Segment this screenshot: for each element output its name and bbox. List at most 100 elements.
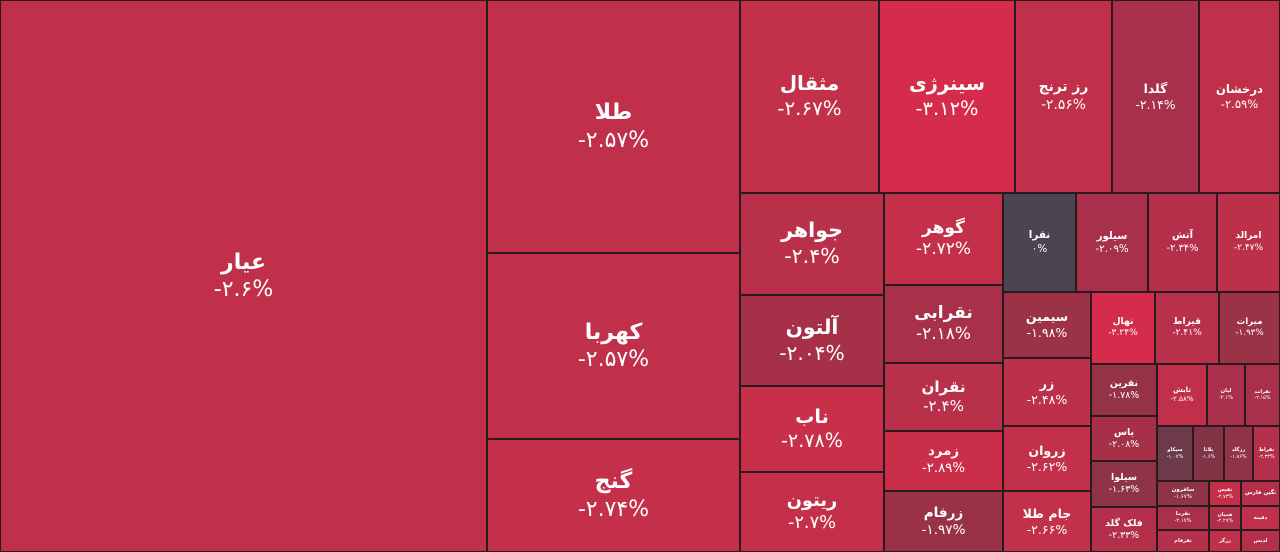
tile-name: عیار (221, 249, 266, 275)
tile-change: -۳.۱۲% (915, 96, 979, 120)
tile[interactable]: گوهر -۲.۷۲% (884, 193, 1003, 285)
tile[interactable]: طلا -۲.۵۷% (487, 0, 740, 253)
tile[interactable]: لدیس (1241, 530, 1280, 552)
tile-name: لیان (1220, 388, 1232, 395)
tile[interactable]: سینرژی -۳.۱۲% (879, 0, 1015, 193)
tile-name: نقرا (1028, 229, 1051, 242)
tile-change: -۲.۷۳% (1216, 493, 1234, 500)
tile-name: گوهر (922, 217, 965, 238)
tile-name: مثقال (779, 71, 840, 95)
tile[interactable]: آتش -۲.۳۴% (1148, 193, 1217, 292)
tile[interactable]: نقران -۲.۴% (884, 363, 1003, 431)
tile[interactable]: گنج -۲.۷۴% (487, 439, 740, 552)
tile-change: -۲.۳۳% (1108, 529, 1140, 541)
tile-name: زر (1039, 376, 1055, 392)
tile[interactable]: فلک گلد -۲.۳۳% (1091, 507, 1157, 552)
tile[interactable]: زرگر (1209, 530, 1241, 552)
tile-name: نقران (921, 378, 966, 397)
tile[interactable]: آلتون -۲.۰۴% (740, 295, 884, 386)
tile[interactable]: نقرابی -۲.۱۸% (884, 285, 1003, 363)
tile[interactable]: زرفام -۱.۹۷% (884, 491, 1003, 552)
tile-change: -۲.۰۴% (779, 340, 845, 365)
tile-change: -۲.۵۷% (577, 127, 650, 153)
tile-change: -۲.۱۸% (915, 324, 972, 344)
tile-name: قیراط (1173, 316, 1201, 327)
tile[interactable]: جواهر -۲.۴% (740, 193, 884, 295)
tile[interactable]: نقرین -۱.۷۸% (1091, 364, 1157, 416)
tile[interactable]: امرالد -۲.۴۷% (1217, 193, 1280, 292)
tile-name: سیلور (1096, 229, 1128, 242)
tile-change: -۲.۰۸% (1108, 438, 1140, 450)
tile[interactable]: نهال -۳.۲۴% (1091, 292, 1155, 364)
tile[interactable]: پلاتا -۱.۶% (1193, 426, 1224, 481)
tile-name: دفینه (1253, 514, 1268, 521)
tile-change: -۲.۶۷% (777, 96, 842, 120)
tile[interactable]: عیار -۲.۶% (0, 0, 487, 552)
tile-change: -۲.۷۸% (781, 429, 843, 452)
tile[interactable]: دفینه (1241, 506, 1280, 530)
tile-change: -۲.۴% (784, 244, 840, 268)
tile[interactable]: زر -۲.۴۸% (1003, 358, 1091, 426)
tile[interactable]: تابش -۲.۵۸% (1157, 364, 1207, 426)
tile-change: -۱.۹۷% (921, 521, 966, 538)
tile-name: سافرون (1171, 486, 1195, 493)
tile[interactable]: سافرون -۱.۶۷% (1157, 481, 1209, 506)
tile[interactable]: میرات -۱.۹۳% (1219, 292, 1280, 364)
tile-name: رز ترنج (1038, 79, 1089, 96)
tile-name: تابش (1172, 385, 1192, 395)
tile[interactable]: رزگلد -۱.۸۶% (1224, 426, 1253, 481)
tile-name: ریتون (786, 490, 838, 511)
tile[interactable]: درخشان -۲.۵۹% (1199, 0, 1280, 193)
tile[interactable]: نفیس -۲.۷۳% (1209, 481, 1241, 506)
tile-name: آتش (1172, 230, 1193, 242)
tile[interactable]: نقرما -۲.۱۷% (1157, 506, 1209, 530)
tile-change: -۲.۴۱% (1172, 328, 1202, 338)
tile[interactable]: زروان -۲.۶۲% (1003, 426, 1091, 491)
tile[interactable]: ریتون -۲.۷% (740, 472, 884, 552)
tile-change: -۱.۶% (1201, 453, 1216, 460)
tile-name: نقرامد (1254, 388, 1271, 395)
tile-change: -۲.۳۴% (1166, 242, 1199, 254)
tile[interactable]: لیان -۲.۱% (1207, 364, 1245, 426)
tile-name: سینرژی (909, 72, 985, 96)
tile-name: یاس (1113, 426, 1135, 438)
tile[interactable]: ناب -۲.۷۸% (740, 386, 884, 472)
tile[interactable]: رز ترنج -۲.۵۶% (1015, 0, 1112, 193)
tile-name: گنج (594, 469, 633, 494)
tile[interactable]: نقراط -۲.۳۳% (1253, 426, 1280, 481)
tile-change: -۳.۲۴% (1108, 328, 1138, 338)
tile-change: -۲.۶۲% (1026, 458, 1068, 474)
tile[interactable]: گلدا -۲.۱۴% (1112, 0, 1199, 193)
tile-name: امرالد (1235, 231, 1262, 242)
tile-name: گلدا (1143, 80, 1168, 96)
tile-name: ناب (795, 405, 829, 429)
tile[interactable]: نقرا ۰% (1003, 193, 1076, 292)
tile-change: -۲.۱۵% (1254, 395, 1271, 401)
tile-name: زروان (1028, 442, 1066, 458)
tile-change: -۲.۵۷% (577, 347, 650, 372)
tile[interactable]: همیان -۲.۲۹% (1209, 506, 1241, 530)
tile[interactable]: سیکاو -۱.۰۷% (1157, 426, 1193, 481)
tile-change: -۲.۴۷% (1233, 242, 1264, 253)
tile[interactable]: نگین فارس (1241, 481, 1280, 506)
tile[interactable]: سیلوا -۱.۶۳% (1091, 461, 1157, 507)
tile-name: نهال (1112, 316, 1134, 327)
tile[interactable]: مثقال -۲.۶۷% (740, 0, 879, 193)
tile[interactable]: قیراط -۲.۴۱% (1155, 292, 1219, 364)
tile[interactable]: یاس -۲.۰۸% (1091, 416, 1157, 461)
tile-change: -۲.۸۹% (921, 461, 966, 476)
tile-name: زرگر (1219, 537, 1231, 544)
tile-name: فلک گلد (1105, 517, 1143, 529)
tile-change: ۰% (1031, 242, 1048, 255)
tile[interactable]: جام طلا -۲.۶۶% (1003, 491, 1091, 552)
tile-change: -۲.۰۹% (1095, 242, 1129, 255)
tile[interactable]: زمرد -۲.۸۹% (884, 431, 1003, 491)
tile[interactable]: سیلور -۲.۰۹% (1076, 193, 1148, 292)
tile[interactable]: سیمین -۱.۹۸% (1003, 292, 1091, 358)
tile-name: نفیس (1217, 487, 1233, 494)
tile-name: نقرابی (914, 302, 973, 323)
tile[interactable]: نقرامد -۲.۱۵% (1245, 364, 1280, 426)
tile[interactable]: کهربا -۲.۵۷% (487, 253, 740, 439)
tile-change: -۲.۵۹% (1220, 96, 1259, 111)
tile[interactable]: نقرفام (1157, 530, 1209, 552)
